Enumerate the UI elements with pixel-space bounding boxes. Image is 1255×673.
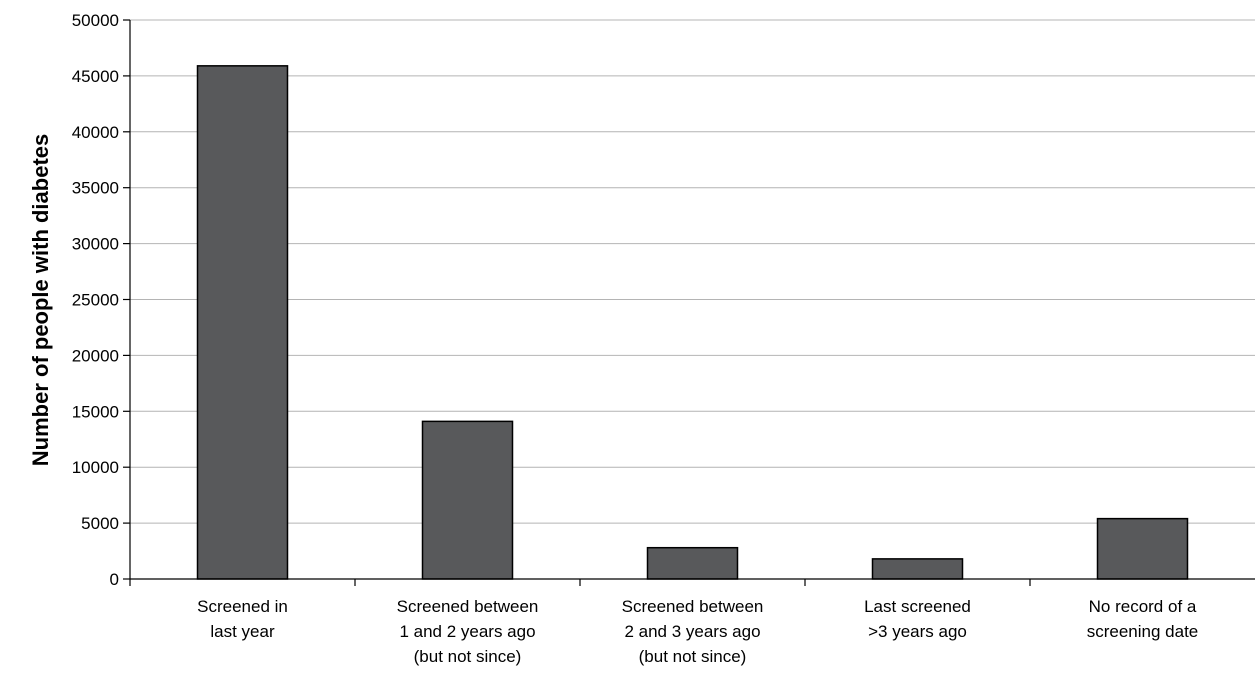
bar: [646, 546, 739, 580]
bar: [421, 420, 514, 580]
y-tick-label: 40000: [72, 123, 119, 142]
x-category-label: last year: [210, 622, 275, 641]
x-category-label: 2 and 3 years ago: [624, 622, 760, 641]
y-tick-label: 35000: [72, 179, 119, 198]
x-category-label: Screened in: [197, 597, 288, 616]
y-axis-label: Number of people with diabetes: [28, 134, 53, 466]
y-tick-labels: 0 5000 10000 15000 20000 25000 30000 35000 40000…: [72, 11, 119, 589]
x-category-label: Last screened: [864, 597, 971, 616]
y-tick-label: 45000: [72, 67, 119, 86]
bar: [196, 65, 289, 580]
bar: [871, 558, 964, 580]
bars: [196, 65, 1189, 580]
y-tick-label: 30000: [72, 235, 119, 254]
bar: [1096, 517, 1189, 580]
x-category-label: screening date: [1087, 622, 1199, 641]
axes: [123, 19, 1255, 586]
y-tick-label: 0: [110, 570, 119, 589]
x-category-label: >3 years ago: [868, 622, 967, 641]
x-category-label: No record of a: [1089, 597, 1197, 616]
gridlines: [130, 19, 1255, 524]
x-category-label: (but not since): [414, 647, 522, 666]
y-tick-label: 50000: [72, 11, 119, 30]
y-tick-label: 25000: [72, 291, 119, 310]
x-category-label: (but not since): [639, 647, 747, 666]
x-category-labels: Screened in last year Screened between 1 an…: [197, 597, 1198, 666]
x-category-label: Screened between: [622, 597, 764, 616]
y-tick-label: 5000: [81, 514, 119, 533]
y-tick-label: 10000: [72, 458, 119, 477]
y-tick-label: 20000: [72, 346, 119, 365]
x-category-label: 1 and 2 years ago: [399, 622, 535, 641]
x-category-label: Screened between: [397, 597, 539, 616]
y-tick-label: 15000: [72, 402, 119, 421]
